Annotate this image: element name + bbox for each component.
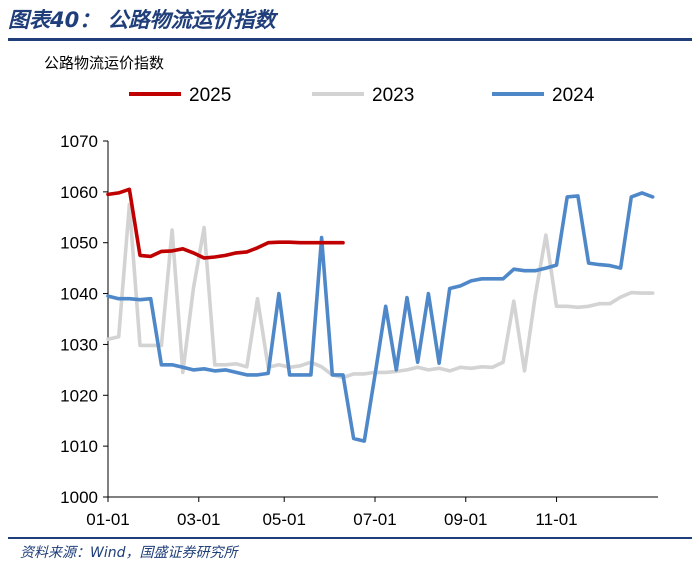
y-tick-label: 1060 xyxy=(60,183,98,202)
chart-title: 公路物流运价指数 xyxy=(44,54,164,72)
footer-divider xyxy=(8,537,692,539)
x-tick-label: 03-01 xyxy=(177,510,220,529)
y-tick-label: 1040 xyxy=(60,285,98,304)
series-line-2024 xyxy=(106,191,655,443)
x-tick-label: 05-01 xyxy=(262,510,305,529)
axes: 1000 1010 1020 1030 1040 1050 1060 1070 01-01 03-… xyxy=(60,132,658,529)
y-tick-label: 1070 xyxy=(60,132,98,151)
y-tick-label: 1020 xyxy=(60,386,98,405)
x-tick-label: 07-01 xyxy=(353,510,396,529)
y-tick-label: 1010 xyxy=(60,437,98,456)
y-tick-label: 1000 xyxy=(60,488,98,507)
series-lines xyxy=(106,187,655,443)
legend-label-2025: 2025 xyxy=(189,85,231,106)
figure-title: 图表40： 公路物流运价指数 xyxy=(8,8,276,32)
source-note: 资料来源：Wind，国盛证券研究所 xyxy=(20,545,238,561)
x-tick-label: 01-01 xyxy=(86,510,129,529)
y-tick-label: 1030 xyxy=(60,335,98,354)
legend: 2025 2023 2024 xyxy=(129,85,595,106)
legend-label-2024: 2024 xyxy=(552,85,595,106)
series-line-2025 xyxy=(106,187,345,260)
x-tick-label: 09-01 xyxy=(444,510,487,529)
series-line-2023 xyxy=(106,202,655,380)
y-tick-label: 1050 xyxy=(60,234,98,253)
legend-label-2023: 2023 xyxy=(372,85,414,106)
x-tick-label: 11-01 xyxy=(535,510,577,529)
title-divider xyxy=(8,38,692,41)
